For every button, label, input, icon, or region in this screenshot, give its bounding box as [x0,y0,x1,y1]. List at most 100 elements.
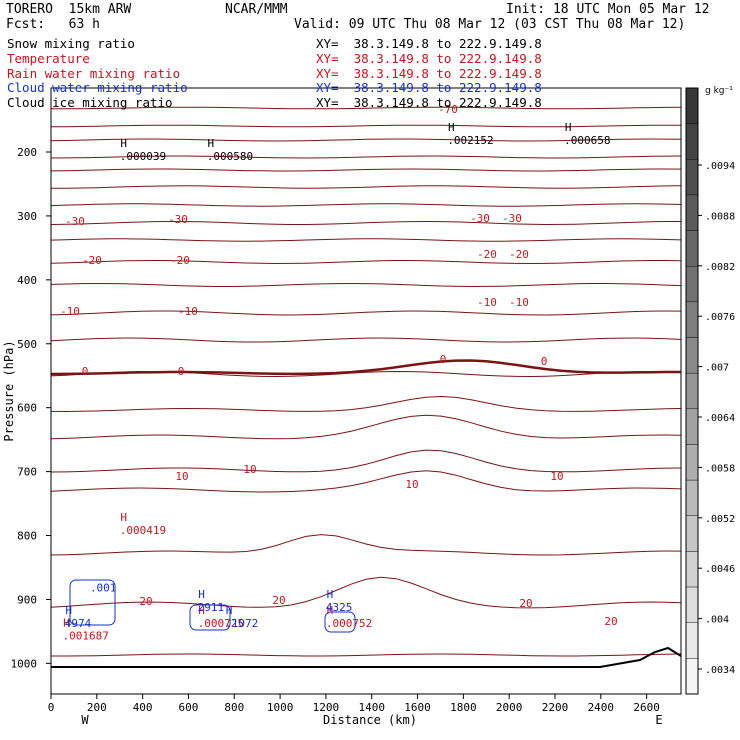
temperature-label: 10 [243,463,256,476]
center-name: NCAR/MMM [225,2,288,17]
x-tick-label: 600 [179,701,199,714]
temperature-contours [50,106,682,657]
field-cloud-ice: Cloud ice mixing ratio [7,95,173,110]
maximum-marker: H [327,588,334,601]
temperature-contour [50,203,682,207]
x-tick-label: 0 [48,701,55,714]
temperature-contour [50,470,682,493]
temperature-contour [50,310,682,316]
colorbar-segment [685,159,699,196]
x-axis-title: Distance (km) [323,713,417,727]
maximum-marker: H [65,604,72,617]
x-tick-label: 1800 [450,701,477,714]
maximum-value: .000039 [120,150,166,163]
colorbar-segment [685,444,699,481]
colorbar-unit: g kg⁻¹ [705,86,733,96]
field-temperature: Temperature [7,51,90,66]
maximum-value: .001687 [62,630,108,643]
maximum-marker: H [226,604,233,617]
x-tick-label: 1600 [404,701,431,714]
colorbar-segment [685,266,699,303]
colorbar-segment [685,658,699,695]
colorbar-label: .0058 [705,463,735,474]
temperature-contour [51,106,682,110]
temperature-label: 0 [440,353,447,366]
x-tick-label: 2400 [588,701,615,714]
temperature-contour [50,168,682,172]
x-tick-label: 2000 [496,701,523,714]
field-snow-xy: XY= 38.3.149.8 to 222.9.149.8 [316,36,542,51]
colorbar-label: .0046 [705,564,735,575]
temperature-label: 20 [272,594,285,607]
temperature-label: 20 [604,615,617,628]
maximum-value: .000658 [564,134,610,147]
colorbar-segment [685,230,699,267]
maximum-marker: H [448,121,455,134]
colorbar-segment [685,337,699,374]
model-name: TORERO 15km ARW [6,2,132,17]
maximum-value: 4974 [65,617,92,630]
colorbar-label: .007 [705,363,729,374]
cloud-water-contours [69,579,356,633]
colorbar-segment [685,515,699,552]
y-tick-label: 1000 [11,657,38,670]
maximum-value: .000725 [198,617,244,630]
temperature-label: -30 [168,213,188,226]
maximum-marker: H [207,137,214,150]
temperature-label: -10 [509,296,529,309]
colorbar-segment [685,194,699,231]
maximum-value: .000580 [207,150,253,163]
field-cloud-water: Cloud water mixing ratio [7,80,188,95]
temperature-label: 10 [405,478,418,491]
maximum-marker: H [63,617,70,630]
terrain-surface [51,646,682,668]
x-tick-label: 1000 [267,701,294,714]
temperature-contour [50,155,682,159]
maximum-value: 4325 [326,601,353,614]
temperature-label: 0 [178,365,185,378]
temperature-label: 10 [175,470,188,483]
colorbar-segment [685,586,699,623]
x-tick-label: 800 [224,701,244,714]
colorbar-label: .0082 [705,262,735,273]
y-axis-title: Pressure (hPa) [2,340,16,441]
colorbar: g kg⁻¹ .0094 .0088 .0082 .0076 .007 .0064 .0058… [685,86,735,695]
maximum-value: .000752 [326,617,372,630]
colorbar-segment [685,123,699,160]
y-tick-label: 600 [17,402,37,415]
temperature-contour [50,220,681,226]
temperature-label: -20 [170,254,190,267]
maximum-marker: H [565,121,572,134]
temperature-label: 20 [519,597,532,610]
y-tick-label: 800 [17,530,37,543]
temperature-label: -30 [65,215,85,228]
field-temperature-xy: XY= 38.3.149.8 to 222.9.149.8 [316,51,542,66]
maximum-marker: H [198,588,205,601]
colorbar-label: .0076 [705,312,735,323]
temperature-label: 10 [550,470,563,483]
temperature-contour [50,395,682,413]
y-tick-label: 500 [17,338,37,351]
temperature-label: -70 [438,103,458,116]
colorbar-segment [685,479,699,516]
maximum-marker: H [120,137,127,150]
contour-labels: -70 -30 -30 -30 -30 -20 -20 -20 -20 -10 -10 -10 -10 0… [60,103,618,643]
colorbar-label: .0088 [705,211,735,222]
temperature-label: -10 [178,305,198,318]
valid-time: Valid: 09 UTC Thu 08 Mar 12 (03 CST Thu … [294,17,686,32]
temperature-contour [50,449,682,473]
maximum-value: .001 [90,582,117,595]
y-tick-label: 400 [17,274,37,287]
temperature-label: -10 [60,305,80,318]
x-tick-label: 2600 [633,701,660,714]
freezing-level-contour [50,359,681,376]
temperature-contour [51,653,682,657]
colorbar-label: .004 [705,615,729,626]
x-tick-label: 200 [87,701,107,714]
colorbar-segment [685,622,699,659]
colorbar-frame [685,87,699,695]
temperature-label: -10 [477,296,497,309]
axes: 0 200 400 600 800 1000 1200 1400 1600 1800 2000 220… [2,146,663,727]
temperature-label: 0 [541,355,548,368]
field-snow: Snow mixing ratio [7,36,135,51]
